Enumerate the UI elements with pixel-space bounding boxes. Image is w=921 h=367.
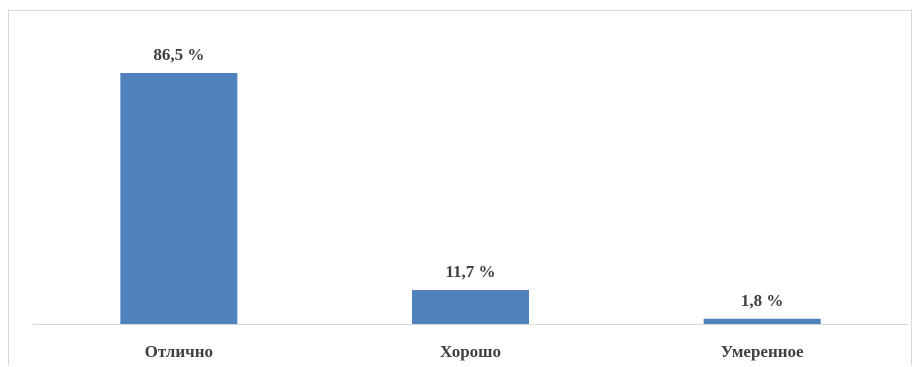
category-label-1: Отлично <box>145 342 213 361</box>
category-label-3: Умеренное <box>721 342 804 361</box>
bar-2 <box>412 290 529 324</box>
category-label-2: Хорошо <box>440 342 501 361</box>
category-labels-group: Отлично Хорошо Умеренное <box>145 342 804 361</box>
data-label-2: 11,7 % <box>445 262 495 281</box>
data-labels-group: 86,5 % 11,7 % 1,8 % <box>153 45 783 310</box>
bars-group <box>120 73 821 324</box>
bar-1 <box>120 73 238 324</box>
chart-frame <box>8 10 912 366</box>
data-label-1: 86,5 % <box>153 45 204 64</box>
data-label-3: 1,8 % <box>741 291 784 310</box>
bar-3 <box>703 318 821 324</box>
